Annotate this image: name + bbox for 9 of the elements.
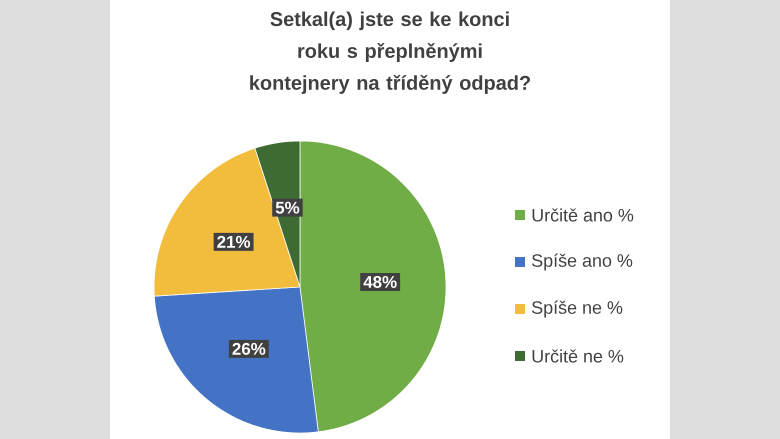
- data-label: 26%: [232, 342, 266, 355]
- data-label: 5%: [276, 202, 300, 214]
- data-label: 21%: [217, 236, 250, 248]
- chart-title: Setkal(a) jste se ke konci roku s přeplněnými kontejnery na tříděný odpad?: [250, 12, 530, 94]
- legend-label: Určitě ano %: [532, 208, 634, 222]
- data-label: 48%: [363, 276, 397, 288]
- legend-label: Spíše ne %: [532, 300, 622, 318]
- legend-label: Určitě ne %: [532, 349, 624, 363]
- legend-label: Spíše ano %: [532, 254, 632, 270]
